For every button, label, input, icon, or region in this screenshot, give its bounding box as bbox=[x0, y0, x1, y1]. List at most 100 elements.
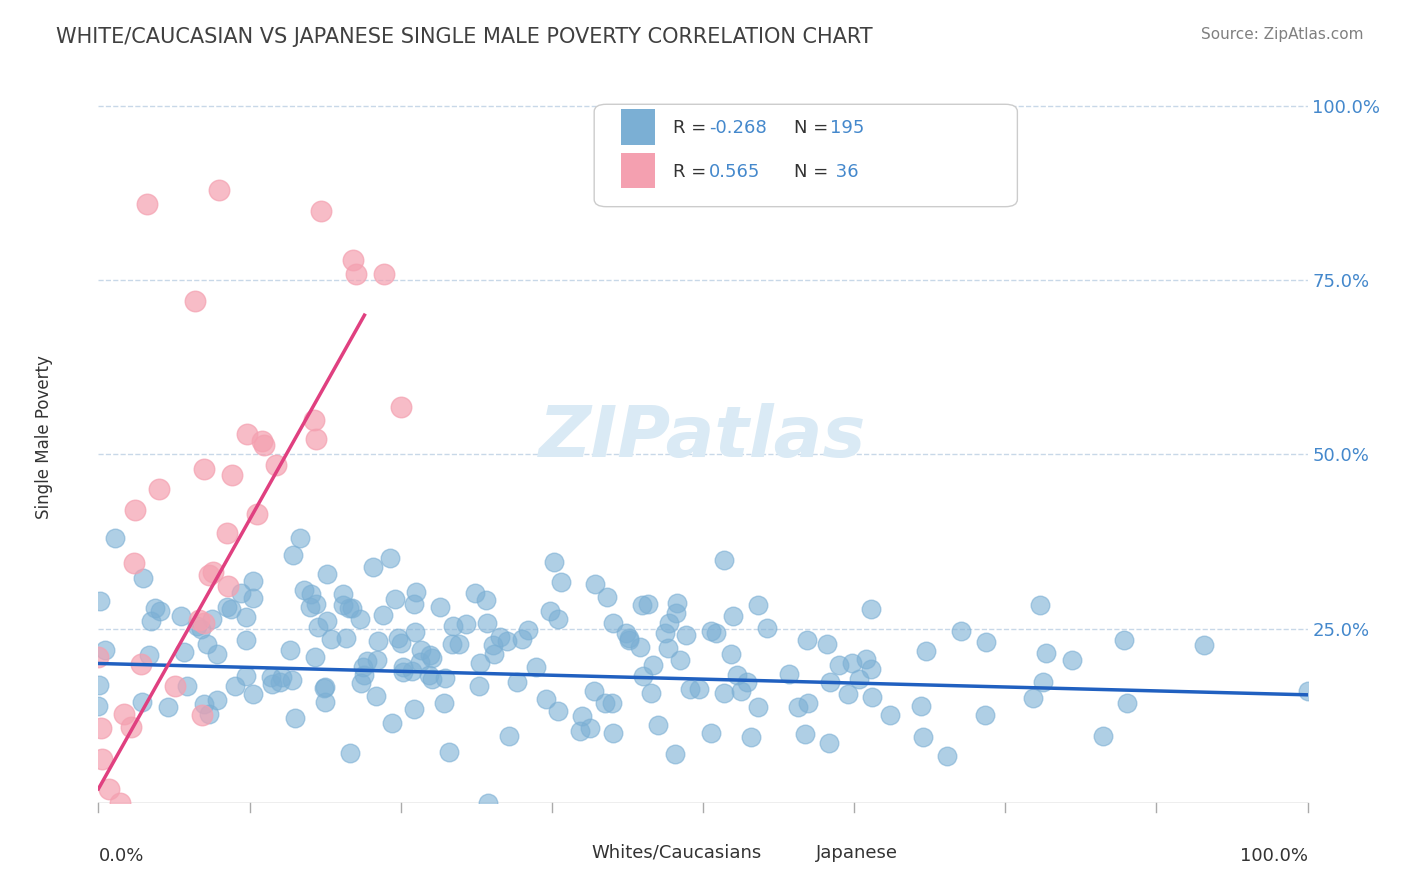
Point bbox=[658, 616, 681, 631]
Point bbox=[193, 615, 215, 630]
Point bbox=[855, 652, 877, 666]
Point bbox=[207, 693, 229, 707]
Point bbox=[187, 613, 209, 627]
Point bbox=[420, 672, 443, 686]
Point bbox=[700, 624, 723, 638]
Point bbox=[915, 644, 938, 658]
Point bbox=[305, 597, 328, 611]
Point bbox=[434, 671, 457, 685]
Point bbox=[439, 745, 461, 759]
FancyBboxPatch shape bbox=[551, 838, 582, 866]
Text: 195: 195 bbox=[830, 119, 865, 136]
Point bbox=[335, 631, 357, 645]
Point bbox=[271, 670, 294, 684]
FancyBboxPatch shape bbox=[621, 110, 655, 145]
Point bbox=[235, 633, 257, 648]
Point bbox=[120, 720, 142, 734]
Point bbox=[281, 673, 304, 687]
Text: Japanese: Japanese bbox=[815, 844, 897, 862]
Point bbox=[411, 642, 433, 657]
Point bbox=[112, 706, 135, 721]
Point bbox=[145, 601, 167, 615]
Point bbox=[378, 550, 401, 565]
Point bbox=[454, 616, 477, 631]
Point bbox=[308, 620, 330, 634]
Point bbox=[713, 553, 735, 567]
Point bbox=[669, 652, 692, 666]
Point bbox=[730, 684, 752, 698]
Point bbox=[195, 637, 218, 651]
Point bbox=[675, 628, 697, 642]
Point bbox=[571, 709, 593, 723]
Point bbox=[193, 697, 215, 711]
Point bbox=[217, 599, 239, 614]
Point bbox=[837, 688, 859, 702]
Point bbox=[242, 687, 264, 701]
Point bbox=[641, 658, 664, 673]
Point bbox=[617, 632, 640, 646]
Point bbox=[288, 531, 311, 545]
Point bbox=[713, 686, 735, 700]
Point bbox=[190, 708, 212, 723]
Point bbox=[510, 632, 533, 647]
Text: WHITE/CAUCASIAN VS JAPANESE SINGLE MALE POVERTY CORRELATION CHART: WHITE/CAUCASIAN VS JAPANESE SINGLE MALE … bbox=[56, 27, 873, 46]
Point bbox=[242, 574, 264, 589]
Point bbox=[253, 438, 276, 452]
Point bbox=[974, 707, 997, 722]
Point bbox=[818, 736, 841, 750]
Point bbox=[269, 674, 291, 689]
Text: Source: ZipAtlas.com: Source: ZipAtlas.com bbox=[1201, 27, 1364, 42]
Point bbox=[135, 196, 157, 211]
Point bbox=[309, 203, 332, 218]
Point bbox=[356, 654, 378, 668]
Point bbox=[235, 427, 257, 442]
Point bbox=[860, 690, 883, 705]
Point bbox=[316, 566, 339, 581]
Point bbox=[132, 571, 155, 585]
Point bbox=[402, 701, 425, 715]
Point bbox=[1035, 646, 1057, 660]
Point bbox=[543, 555, 565, 569]
Text: 36: 36 bbox=[830, 162, 859, 180]
Point bbox=[340, 601, 363, 615]
Point bbox=[665, 606, 688, 620]
Point bbox=[156, 699, 179, 714]
Point bbox=[314, 681, 336, 696]
Point bbox=[449, 637, 471, 651]
Point bbox=[283, 548, 305, 562]
Point bbox=[108, 796, 131, 810]
Point bbox=[124, 503, 146, 517]
Point bbox=[298, 599, 321, 614]
Text: R =: R = bbox=[672, 119, 711, 136]
Point bbox=[794, 727, 817, 741]
Point bbox=[974, 635, 997, 649]
Text: Whites/Caucasians: Whites/Caucasians bbox=[592, 844, 762, 862]
Point bbox=[131, 695, 153, 709]
Point bbox=[198, 568, 221, 582]
Point bbox=[389, 400, 412, 414]
Point bbox=[294, 583, 316, 598]
Point bbox=[332, 598, 354, 612]
Point bbox=[721, 608, 744, 623]
Point bbox=[950, 624, 973, 639]
Text: 0.0%: 0.0% bbox=[98, 847, 143, 864]
Point bbox=[404, 624, 426, 639]
Point bbox=[304, 412, 326, 426]
Point bbox=[173, 645, 195, 659]
Point bbox=[1296, 684, 1319, 698]
Text: 100.0%: 100.0% bbox=[1240, 847, 1308, 864]
Point bbox=[464, 586, 486, 600]
Point bbox=[280, 643, 302, 657]
Point bbox=[217, 579, 239, 593]
Point bbox=[418, 667, 440, 681]
Point bbox=[420, 650, 443, 665]
Point bbox=[815, 637, 838, 651]
Point bbox=[353, 668, 375, 682]
Point bbox=[647, 718, 669, 732]
Point bbox=[583, 684, 606, 698]
Point bbox=[498, 729, 520, 743]
Point bbox=[250, 434, 273, 449]
Point bbox=[319, 632, 342, 646]
Point bbox=[1192, 638, 1215, 652]
Point bbox=[796, 633, 818, 648]
